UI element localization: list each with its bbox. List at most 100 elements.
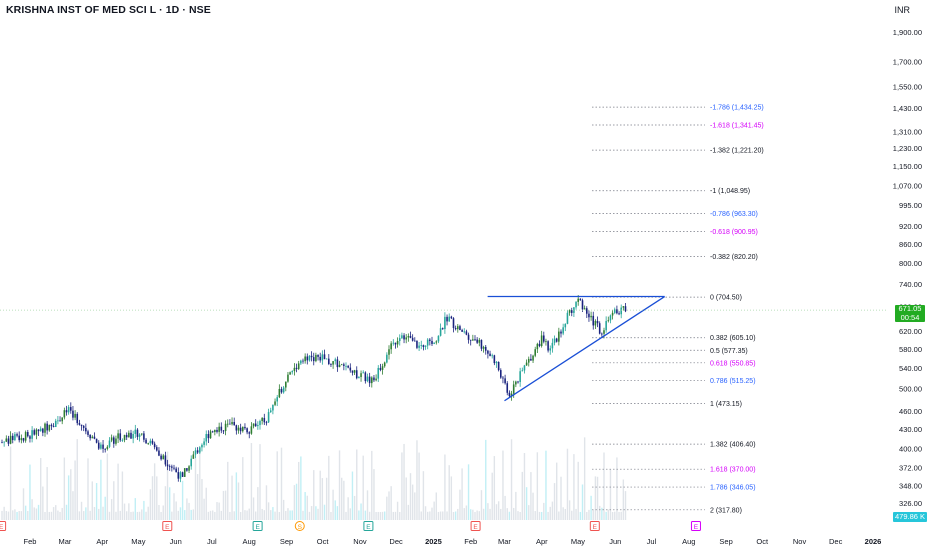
candle-body bbox=[394, 342, 397, 345]
candle-body bbox=[315, 354, 317, 362]
earnings-icon bbox=[690, 521, 701, 531]
volume-bar bbox=[452, 512, 455, 520]
volume-bar bbox=[239, 512, 242, 520]
event-label: E bbox=[473, 524, 478, 531]
candle-body bbox=[368, 376, 371, 384]
candle-body bbox=[130, 432, 132, 439]
candle-body bbox=[323, 354, 326, 360]
event-marker[interactable]: E bbox=[0, 521, 7, 531]
candle-body bbox=[147, 443, 149, 445]
event-marker[interactable]: S bbox=[294, 521, 305, 531]
bar-countdown: 00:54 bbox=[900, 312, 920, 322]
volume-bar bbox=[72, 491, 74, 520]
volume-bar bbox=[29, 464, 31, 520]
candle-body bbox=[508, 392, 511, 397]
event-marker[interactable]: E bbox=[470, 521, 481, 531]
candle-body bbox=[383, 362, 386, 367]
candle-body bbox=[613, 309, 616, 313]
support-line[interactable] bbox=[504, 295, 666, 402]
volume-bar bbox=[259, 444, 261, 520]
volume-bar bbox=[334, 500, 336, 520]
event-label: E bbox=[694, 524, 699, 531]
y-tick-label: 860.00 bbox=[899, 240, 922, 249]
volume-bar bbox=[246, 510, 248, 520]
last-price-badge: 671.05 00:54 bbox=[895, 304, 925, 322]
x-tick-label: Feb bbox=[464, 537, 477, 546]
volume-bar bbox=[95, 483, 98, 520]
candle-body bbox=[504, 378, 506, 384]
candle-body bbox=[624, 306, 627, 312]
volume-bar bbox=[156, 476, 158, 520]
volume-bar bbox=[476, 510, 478, 520]
volume-bar bbox=[616, 457, 618, 520]
candle-body bbox=[78, 423, 81, 425]
volume-bar bbox=[427, 511, 429, 520]
candle-body bbox=[493, 355, 496, 364]
candle-body bbox=[517, 381, 519, 383]
volume-bar bbox=[373, 469, 375, 520]
candle-body bbox=[254, 423, 257, 427]
volume-bar bbox=[57, 510, 59, 520]
volume-bar bbox=[274, 511, 276, 520]
candle-body bbox=[235, 425, 238, 431]
candle-body bbox=[444, 316, 446, 330]
y-tick-label: 1,900.00 bbox=[893, 28, 922, 37]
candle-body bbox=[424, 345, 427, 347]
candle-body bbox=[229, 423, 231, 425]
volume-bar bbox=[388, 491, 390, 520]
y-tick-label: 400.00 bbox=[899, 444, 922, 453]
volume-bar bbox=[267, 502, 270, 520]
volume-bar bbox=[151, 476, 154, 520]
volume-bar bbox=[201, 479, 203, 520]
volume-bar bbox=[364, 510, 367, 520]
ascending-triangle[interactable] bbox=[487, 295, 666, 402]
volume-bar bbox=[431, 507, 433, 520]
last-price-value: 671.05 bbox=[898, 304, 922, 313]
candle-body bbox=[431, 340, 433, 344]
volume-bar bbox=[3, 506, 5, 520]
candle-body bbox=[568, 310, 571, 313]
volume-bar bbox=[358, 510, 360, 520]
y-tick-label: 1,230.00 bbox=[893, 144, 922, 153]
volume-bar bbox=[65, 504, 68, 520]
volume-bar bbox=[323, 504, 326, 520]
volume-bar bbox=[184, 510, 186, 520]
volume-bar bbox=[353, 495, 356, 520]
candle-body bbox=[459, 326, 461, 330]
candle-body bbox=[171, 466, 173, 468]
volume-bar bbox=[448, 465, 450, 520]
event-marker[interactable]: E bbox=[252, 521, 263, 531]
event-marker[interactable]: E bbox=[363, 521, 374, 531]
candle-body bbox=[441, 328, 444, 330]
volume-bar bbox=[510, 439, 513, 520]
candle-body bbox=[291, 371, 294, 373]
event-marker[interactable]: E bbox=[690, 521, 701, 531]
candle-body bbox=[289, 372, 291, 375]
volume-bar bbox=[203, 498, 205, 520]
volume-bar bbox=[132, 511, 134, 520]
event-marker[interactable]: E bbox=[162, 521, 173, 531]
volume-bar bbox=[169, 487, 171, 520]
candle-body bbox=[242, 426, 244, 432]
candle-body bbox=[252, 423, 255, 427]
volume-bar bbox=[130, 511, 132, 520]
volume-bar bbox=[442, 511, 444, 520]
volume-bar bbox=[560, 476, 562, 520]
candle-body bbox=[543, 335, 545, 342]
volume-bar bbox=[386, 496, 388, 520]
candle-body bbox=[381, 366, 384, 370]
candle-body bbox=[349, 367, 352, 371]
fibonacci-extension[interactable]: -1.786 (1,434.25) -1.618 (1,341.45) -1.382… bbox=[592, 105, 764, 515]
y-tick-label: 1,550.00 bbox=[893, 82, 922, 91]
volume-bar bbox=[465, 505, 468, 520]
volume-bar bbox=[143, 500, 145, 520]
candle-body bbox=[194, 450, 197, 455]
event-marker[interactable]: E bbox=[589, 521, 600, 531]
volume-bar bbox=[439, 511, 442, 520]
volume-bar bbox=[186, 498, 188, 520]
volume-bar bbox=[319, 470, 321, 520]
volume-bar bbox=[607, 509, 609, 520]
volume-bar bbox=[27, 511, 29, 520]
